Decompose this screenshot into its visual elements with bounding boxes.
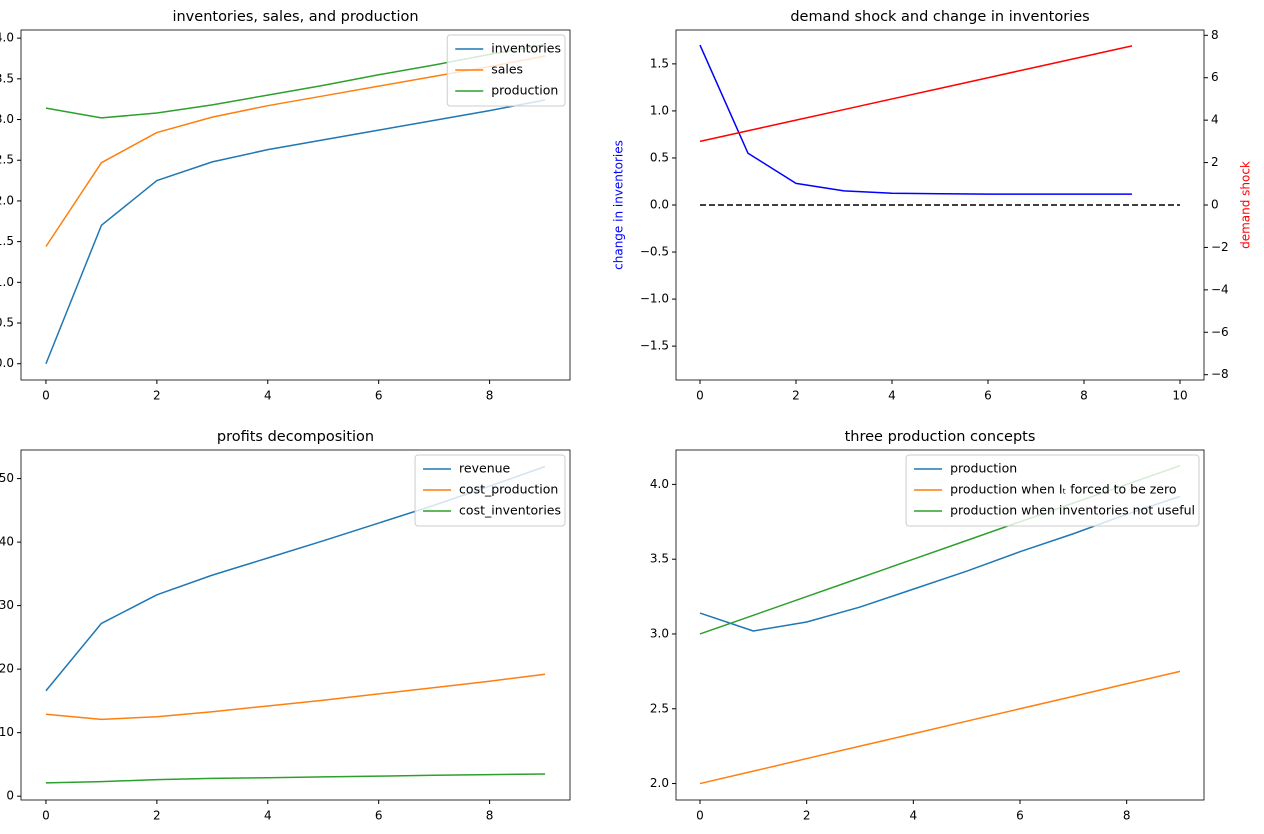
y-tick-label: 1.5 [0,234,14,248]
legend-label: production when Iₜ forced to be zero [950,482,1176,497]
legend: inventories sales production [446,34,566,107]
y-tick-label: −0.5 [640,245,669,259]
plot-frame [675,449,1205,801]
y-tick-label: 20 [0,662,14,676]
x-tick-label: 2 [792,389,800,403]
legend: production production when Iₜ forced to b… [905,454,1200,527]
y-tick-label: 2.0 [0,193,14,207]
legend-label: inventories [491,41,561,56]
y-tick-label: 0.5 [650,150,669,164]
y-tick-label: 30 [0,598,14,612]
y2-tick-label: −6 [1211,325,1229,339]
series-line [699,45,1133,143]
y-tick-label: 2.5 [0,153,14,167]
x-tick-label: 2 [803,809,811,823]
y2-tick-label: −4 [1211,282,1229,296]
y2-tick-label: 4 [1211,113,1219,127]
y2-tick-label: −8 [1211,367,1229,381]
legend-box [905,454,1200,527]
subplot: profits decomposition 0 2 4 6 8 0 10 20 30 40 50 rev… [0,429,571,823]
legend-label: production when inventories not useful [950,503,1195,518]
y-tick-label: −1.5 [640,339,669,353]
subplot-title: three production concepts [845,429,1036,445]
plot-frame [675,29,1205,381]
y-tick-label: 4.0 [650,477,669,491]
x-tick-label: 6 [375,809,383,823]
x-tick-label: 4 [888,389,896,403]
x-tick-label: 0 [42,389,50,403]
legend-label: sales [491,62,523,77]
y-tick-label: 3.5 [650,552,669,566]
y-tick-label: −1.0 [640,292,669,306]
x-tick-label: 6 [984,389,992,403]
y-tick-label: 10 [0,725,14,739]
x-tick-label: 0 [42,809,50,823]
y-tick-label: 0.5 [0,316,14,330]
y2-axis-label: demand shock [1239,161,1253,249]
x-tick-label: 2 [153,389,161,403]
y2-tick-label: 6 [1211,70,1219,84]
y2-tick-label: −2 [1211,240,1229,254]
subplot-title: profits decomposition [217,429,374,445]
x-tick-label: 4 [264,389,272,403]
x-tick-label: 10 [1172,389,1187,403]
legend-label: production [491,83,558,98]
y-tick-label: 4.0 [0,31,14,45]
series-line [699,44,1132,195]
subplot: inventories, sales, and production 0 2 4 6 8 0… [0,9,571,403]
subplot-title: inventories, sales, and production [172,9,418,25]
legend: revenue cost_production cost_inventories [414,454,566,527]
legend-label: production [950,461,1017,476]
y-tick-label: 1.0 [650,103,669,117]
y-tick-label: 3.5 [0,71,14,85]
plot-frame [20,29,571,381]
y-tick-label: 50 [0,471,14,485]
y-tick-label: 40 [0,535,14,549]
y-tick-label: 0 [6,789,14,803]
series-line [45,673,546,721]
x-tick-label: 4 [264,809,272,823]
plot-frame [20,449,571,801]
y-tick-label: 0.0 [0,356,14,370]
y-axis-label: change in inventories [612,140,626,270]
legend-label: revenue [459,461,510,476]
y-tick-label: 1.5 [650,56,669,70]
x-tick-label: 2 [153,809,161,823]
legend-label: cost_production [459,482,558,497]
x-tick-label: 6 [375,389,383,403]
x-tick-label: 8 [1080,389,1088,403]
y-tick-label: 1.0 [0,275,14,289]
series-line [45,99,546,365]
y2-tick-label: 8 [1211,28,1219,42]
series-line [45,773,546,784]
legend-box [446,34,566,107]
x-tick-label: 4 [910,809,918,823]
x-tick-label: 8 [1123,809,1131,823]
subplot: three production concepts 0 2 4 6 8 2.0 2.5 3.0 3… [650,429,1205,823]
x-tick-label: 8 [486,389,494,403]
legend-box [414,454,566,527]
y-tick-label: 2.5 [650,701,669,715]
y-tick-label: 3.0 [650,626,669,640]
y2-tick-label: 0 [1211,198,1219,212]
legend-label: cost_inventories [459,503,561,518]
x-tick-label: 0 [696,809,704,823]
y-tick-label: 2.0 [650,776,669,790]
x-tick-label: 8 [486,809,494,823]
series-line [699,670,1181,785]
y2-tick-label: 2 [1211,155,1219,169]
subplot: demand shock and change in inventories 0 2… [612,9,1253,403]
y-tick-label: 0.0 [650,198,669,212]
subplot-title: demand shock and change in inventories [790,9,1089,25]
x-tick-label: 6 [1016,809,1024,823]
x-tick-label: 0 [696,389,704,403]
y-tick-label: 3.0 [0,112,14,126]
